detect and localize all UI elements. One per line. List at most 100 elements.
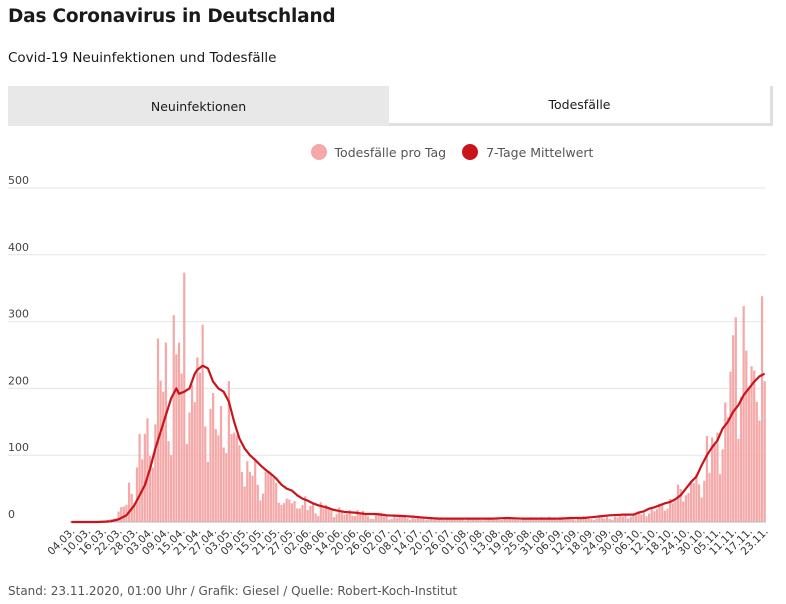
bar xyxy=(272,478,275,522)
bar xyxy=(403,517,406,522)
bar xyxy=(579,517,582,522)
bar xyxy=(637,511,640,522)
legend-label-bars: Todesfälle pro Tag xyxy=(334,144,447,160)
bar xyxy=(697,484,701,522)
bar xyxy=(374,514,378,522)
bar xyxy=(264,471,267,522)
bar xyxy=(600,517,603,522)
bar xyxy=(464,520,467,522)
bar xyxy=(248,471,252,522)
chart-subtitle: Covid-19 Neuinfektionen und Todesfälle xyxy=(8,50,277,66)
bar xyxy=(511,518,514,522)
bar xyxy=(261,493,265,522)
bar xyxy=(348,510,351,522)
bar xyxy=(243,486,246,522)
bar xyxy=(640,514,643,522)
bar xyxy=(590,519,593,522)
bar xyxy=(293,501,296,522)
bar xyxy=(122,506,125,522)
bar xyxy=(734,317,737,522)
bar xyxy=(682,501,685,522)
bar xyxy=(159,380,162,522)
bar xyxy=(351,515,354,522)
bar xyxy=(267,470,270,522)
bar xyxy=(742,306,745,522)
bar xyxy=(487,517,491,522)
bar xyxy=(758,420,761,522)
bar xyxy=(479,520,483,522)
bar xyxy=(196,357,199,522)
bar xyxy=(162,391,165,522)
bar xyxy=(424,520,427,522)
tab-todesfaelle[interactable]: Todesfälle xyxy=(389,86,773,126)
bar xyxy=(650,507,653,522)
bar xyxy=(401,517,404,522)
bar xyxy=(711,437,714,522)
bar xyxy=(705,436,709,522)
bar xyxy=(361,510,364,522)
bar xyxy=(275,482,278,522)
bar xyxy=(655,509,659,522)
legend-label-line: 7-Tage Mittelwert xyxy=(486,144,594,160)
bar xyxy=(390,519,393,522)
bar xyxy=(388,519,391,522)
bar xyxy=(506,517,509,522)
bar xyxy=(382,516,385,522)
bar xyxy=(472,518,475,522)
bar xyxy=(256,484,259,522)
bar xyxy=(608,519,611,522)
bar xyxy=(364,515,367,522)
bar xyxy=(661,505,664,522)
bar xyxy=(183,272,186,522)
bar xyxy=(516,519,519,522)
bar xyxy=(327,508,330,522)
bar xyxy=(343,514,346,522)
bar xyxy=(595,518,598,522)
bar xyxy=(198,372,202,522)
bar xyxy=(634,514,638,522)
bar xyxy=(338,507,341,522)
legend-item-bars[interactable]: Todesfälle pro Tag xyxy=(193,144,447,160)
source-note: Stand: 23.11.2020, 01:00 Uhr / Grafik: G… xyxy=(8,584,458,598)
bar xyxy=(737,438,740,522)
bar xyxy=(755,401,758,522)
y-tick-label: 200 xyxy=(8,374,29,387)
bar xyxy=(750,366,753,522)
bar xyxy=(753,370,756,522)
tab-neuinfektionen[interactable]: Neuinfektionen xyxy=(150,98,247,114)
bar xyxy=(679,488,682,522)
bar xyxy=(406,518,409,522)
bar xyxy=(117,511,120,522)
bar xyxy=(393,515,396,522)
bar xyxy=(230,434,233,522)
bar xyxy=(188,412,191,522)
bar xyxy=(411,517,414,522)
bar xyxy=(170,455,173,522)
tab-bar: Neuinfektionen Todesfälle xyxy=(8,86,773,126)
bar xyxy=(167,441,170,522)
bar xyxy=(254,459,257,522)
bar xyxy=(703,480,706,522)
bar xyxy=(684,495,687,522)
legend-item-line[interactable]: 7-Tage Mittelwert xyxy=(462,144,593,160)
bar xyxy=(219,406,223,522)
bar xyxy=(542,518,546,522)
bar xyxy=(658,503,661,522)
bar xyxy=(448,517,451,522)
bar xyxy=(175,354,178,522)
bar xyxy=(535,519,538,522)
bar xyxy=(280,504,283,522)
bar xyxy=(191,384,194,522)
bar xyxy=(545,519,548,522)
bar xyxy=(185,443,188,522)
bar xyxy=(760,296,764,522)
bar xyxy=(385,515,388,522)
bar xyxy=(598,517,601,522)
bar xyxy=(366,516,370,522)
chart-title: Das Coronavirus in Deutschland xyxy=(8,6,336,27)
bar xyxy=(451,517,454,522)
bar xyxy=(422,517,425,522)
series-line-7-tage-mittelwert xyxy=(71,364,766,524)
bar xyxy=(726,417,730,522)
bar xyxy=(227,381,231,522)
